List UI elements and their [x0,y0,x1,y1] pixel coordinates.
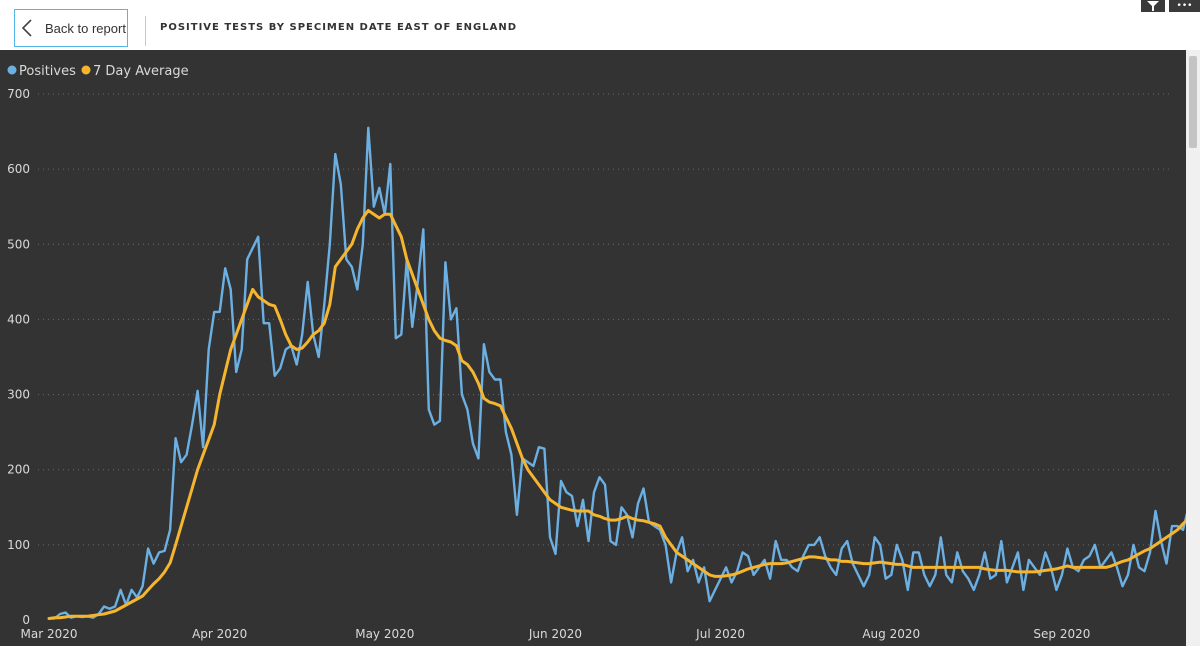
page-title: POSITIVE TESTS BY SPECIMEN DATE EAST OF … [160,22,518,33]
series-layer [47,126,1200,620]
legend-marker-positives [7,65,17,75]
series-line-7-day-average [47,209,1200,620]
legend: Positives 7 Day Average [7,64,189,79]
positive-tests-chart: 0 100 200 300 400 500 600 700 Mar 2020 Apr 2020 Ma… [7,64,1200,641]
x-tick-label-aug-2020: Aug 2020 [862,627,920,641]
bottom-strip [0,646,1200,652]
x-tick-label-mar-2020: Mar 2020 [21,627,78,641]
chart-area: 0 100 200 300 400 500 600 700 Mar 2020 Apr 2020 Ma… [0,50,1200,646]
x-tick-label-sep-2020: Sep 2020 [1033,627,1090,641]
axis-layer: 0 100 200 300 400 500 600 700 Mar 2020 Apr 2020 Ma… [7,87,1090,641]
vertical-scrollbar[interactable] [1186,50,1200,646]
y-tick-label-700: 700 [7,87,30,101]
back-to-report-label: Back to report [45,21,126,36]
scrollbar-thumb[interactable] [1189,56,1197,148]
more-options-button[interactable]: ••• [1169,0,1200,12]
y-tick-label-0: 0 [22,613,30,627]
x-tick-label-apr-2020: Apr 2020 [192,627,247,641]
more-options-icon: ••• [1176,1,1193,11]
grid-layer [38,93,1172,546]
filter-icon [1147,1,1159,11]
series-line-positives [47,126,1200,620]
report-header: Back to report POSITIVE TESTS BY SPECIME… [0,0,1200,50]
y-tick-label-500: 500 [7,237,30,251]
y-tick-label-300: 300 [7,388,30,402]
y-tick-label-200: 200 [7,463,30,477]
y-tick-label-100: 100 [7,538,30,552]
x-tick-label-may-2020: May 2020 [355,627,414,641]
legend-label-average: 7 Day Average [93,64,189,79]
legend-marker-average [81,65,91,75]
header-divider [145,16,146,46]
chevron-left-icon [21,19,32,37]
x-tick-label-jul-2020: Jul 2020 [695,627,745,641]
back-to-report-button[interactable]: Back to report [14,9,128,47]
y-tick-label-600: 600 [7,162,30,176]
y-tick-label-400: 400 [7,312,30,326]
x-tick-label-jun-2020: Jun 2020 [528,627,582,641]
legend-label-positives: Positives [19,64,76,79]
filter-button[interactable] [1141,0,1165,12]
